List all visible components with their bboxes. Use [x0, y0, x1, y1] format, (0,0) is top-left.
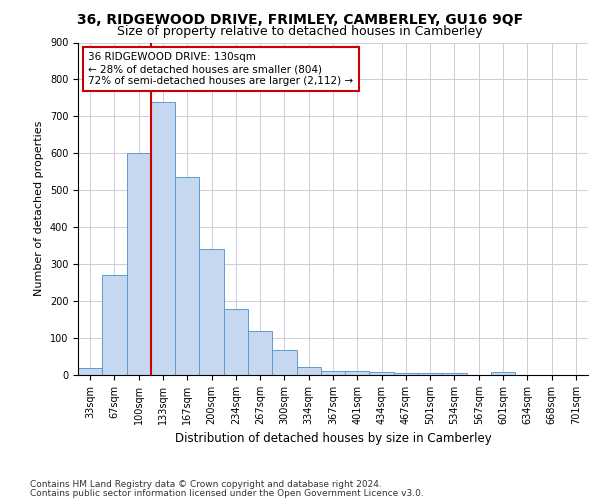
Bar [224, 308, 248, 375]
Bar [175, 178, 199, 375]
X-axis label: Distribution of detached houses by size in Camberley: Distribution of detached houses by size … [175, 432, 491, 446]
Y-axis label: Number of detached properties: Number of detached properties [34, 121, 44, 296]
Bar [127, 154, 151, 375]
Bar [102, 275, 127, 375]
Text: Contains public sector information licensed under the Open Government Licence v3: Contains public sector information licen… [30, 488, 424, 498]
Bar [442, 373, 467, 375]
Bar [151, 102, 175, 375]
Bar [345, 372, 370, 375]
Bar [491, 372, 515, 375]
Bar [296, 367, 321, 375]
Text: Size of property relative to detached houses in Camberley: Size of property relative to detached ho… [117, 25, 483, 38]
Bar [370, 372, 394, 375]
Bar [248, 332, 272, 375]
Bar [394, 373, 418, 375]
Text: 36 RIDGEWOOD DRIVE: 130sqm
← 28% of detached houses are smaller (804)
72% of sem: 36 RIDGEWOOD DRIVE: 130sqm ← 28% of deta… [88, 52, 353, 86]
Text: 36, RIDGEWOOD DRIVE, FRIMLEY, CAMBERLEY, GU16 9QF: 36, RIDGEWOOD DRIVE, FRIMLEY, CAMBERLEY,… [77, 12, 523, 26]
Bar [418, 373, 442, 375]
Bar [272, 350, 296, 375]
Bar [199, 250, 224, 375]
Text: Contains HM Land Registry data © Crown copyright and database right 2024.: Contains HM Land Registry data © Crown c… [30, 480, 382, 489]
Bar [78, 368, 102, 375]
Bar [321, 370, 345, 375]
